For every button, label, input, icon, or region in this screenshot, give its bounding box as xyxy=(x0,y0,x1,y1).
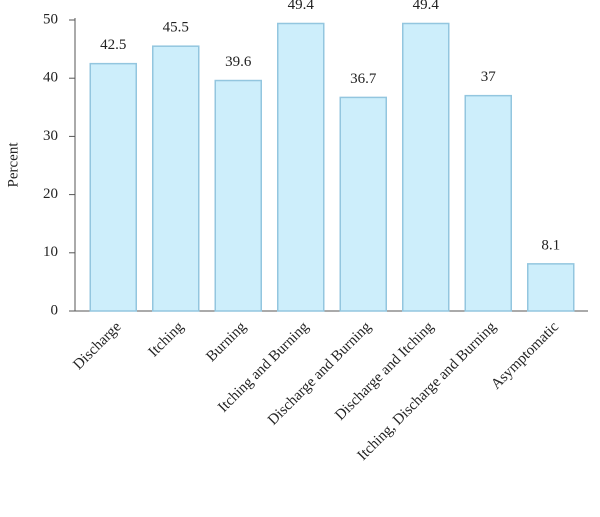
bar xyxy=(89,62,137,312)
y-tick-label: 20 xyxy=(43,186,58,202)
bar xyxy=(277,22,325,312)
bar xyxy=(464,94,512,312)
x-tick-label: Itching xyxy=(146,319,188,361)
value-label: 8.1 xyxy=(541,237,560,253)
bar xyxy=(339,96,387,312)
x-tick-label: Asymptomatic xyxy=(488,319,562,393)
x-tick-label: Discharge xyxy=(70,319,124,373)
value-label: 49.4 xyxy=(288,0,315,13)
value-label: 39.6 xyxy=(225,54,252,70)
y-tick-label: 30 xyxy=(43,128,58,144)
y-tick-label: 0 xyxy=(51,302,59,318)
bar xyxy=(214,79,262,312)
value-label: 42.5 xyxy=(100,37,126,53)
bar xyxy=(152,45,200,312)
y-axis-label: Percent xyxy=(5,142,21,188)
y-tick-label: 10 xyxy=(43,244,58,260)
y-tick-label: 50 xyxy=(43,11,58,27)
value-label: 49.4 xyxy=(413,0,440,13)
bar xyxy=(402,22,450,312)
bar xyxy=(527,263,575,312)
value-label: 45.5 xyxy=(163,20,189,36)
value-label: 37 xyxy=(481,69,497,85)
x-tick-label: Discharge and Burning xyxy=(265,319,375,429)
x-tick-label: Burning xyxy=(203,319,249,365)
y-tick-label: 40 xyxy=(43,70,58,86)
x-tick-label: Itching, Discharge and Burning xyxy=(355,319,500,464)
value-label: 36.7 xyxy=(350,71,377,87)
